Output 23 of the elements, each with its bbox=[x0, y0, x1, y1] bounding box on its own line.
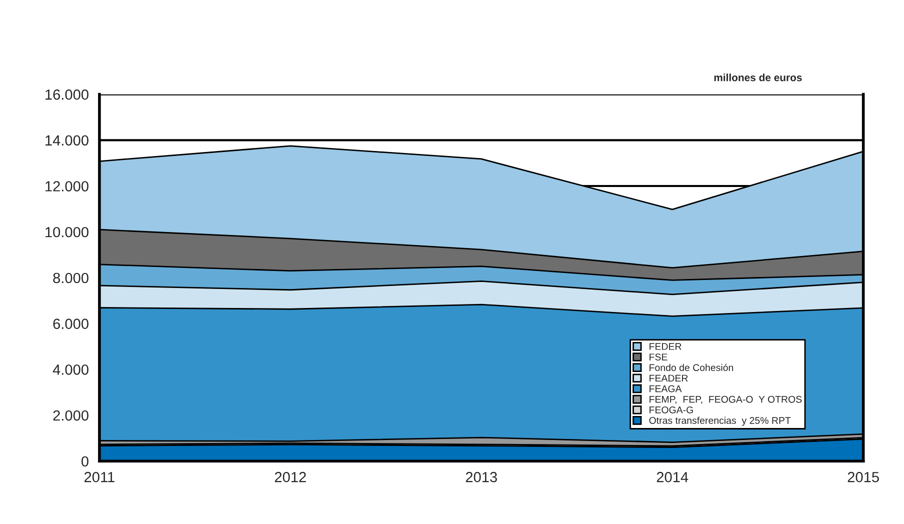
y-tick-label: 6.000 bbox=[53, 318, 88, 329]
y-tick-label: 16.000 bbox=[46, 89, 88, 100]
legend-label: FEAGA bbox=[650, 385, 682, 392]
x-tick-label: 2013 bbox=[466, 472, 497, 482]
legend-label: Otras transferencias y 25% RPT bbox=[649, 416, 791, 426]
legend-label: FEMP, FEP, FEOGA-O Y OTROS bbox=[650, 396, 802, 404]
legend-label: FEADER bbox=[650, 374, 688, 382]
y-tick-label: 14.000 bbox=[46, 135, 88, 146]
x-tick-label: 2014 bbox=[656, 472, 688, 482]
y-tick-label: 4.000 bbox=[52, 364, 88, 375]
legend-label: FEOGA-G bbox=[650, 406, 693, 414]
y-tick-label: 12.000 bbox=[46, 181, 88, 192]
text: millones de euros bbox=[714, 74, 802, 82]
x-tick-label: 2015 bbox=[848, 472, 879, 482]
x-tick-label: 2011 bbox=[84, 472, 114, 482]
y-tick-label: 2.000 bbox=[53, 410, 88, 421]
legend-label: FEDER bbox=[650, 343, 682, 350]
x-tick-label: 2012 bbox=[274, 472, 306, 482]
legend-label: FSE bbox=[650, 354, 668, 360]
legend-label: Fondo de Cohesión bbox=[650, 364, 734, 372]
y-tick-label: 10.000 bbox=[46, 226, 88, 238]
y-tick-label: 0 bbox=[81, 456, 88, 467]
y-tick-label: 8.000 bbox=[53, 272, 88, 284]
